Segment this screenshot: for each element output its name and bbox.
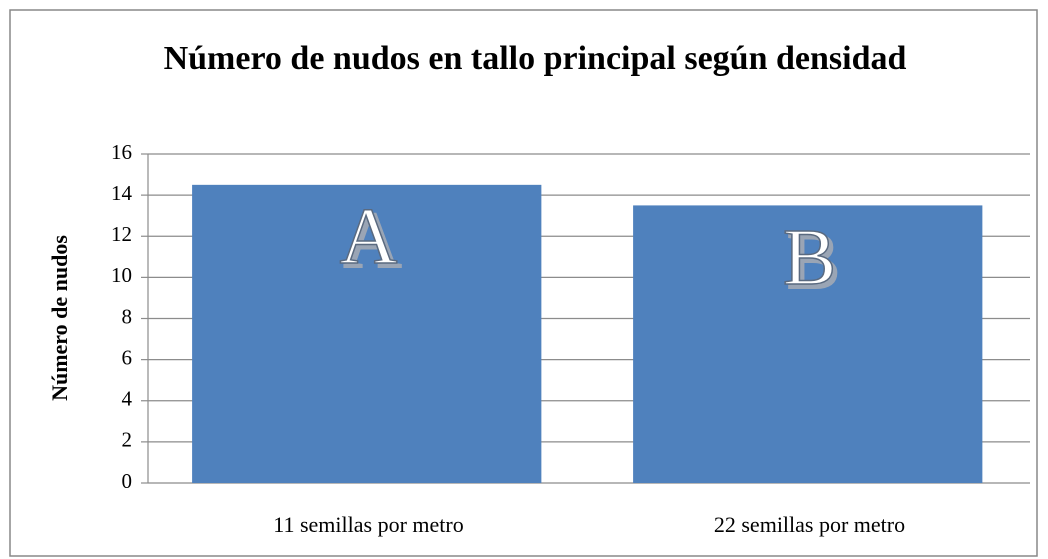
y-tick-label: 6 (122, 345, 133, 369)
annotation: A (340, 193, 398, 281)
y-tick-label: 8 (122, 304, 133, 328)
bar (633, 205, 983, 483)
x-tick-label: 22 semillas por metro (714, 512, 905, 537)
y-tick-label: 2 (122, 428, 133, 452)
y-tick-label: 14 (111, 181, 133, 205)
bar (192, 184, 542, 483)
y-axis-label: Número de nudos (47, 235, 72, 401)
y-tick-label: 16 (111, 140, 132, 164)
x-tick-label: 11 semillas por metro (273, 512, 463, 537)
annotation: B (783, 214, 836, 302)
annotation-shadow: A (344, 197, 402, 285)
y-tick-label: 10 (111, 263, 132, 287)
chart-title: Número de nudos en tallo principal según… (163, 40, 907, 77)
annotation-shadow: B (787, 218, 840, 306)
y-tick-label: 0 (122, 469, 133, 493)
y-tick-label: 12 (111, 222, 132, 246)
y-tick-label: 4 (122, 387, 133, 411)
